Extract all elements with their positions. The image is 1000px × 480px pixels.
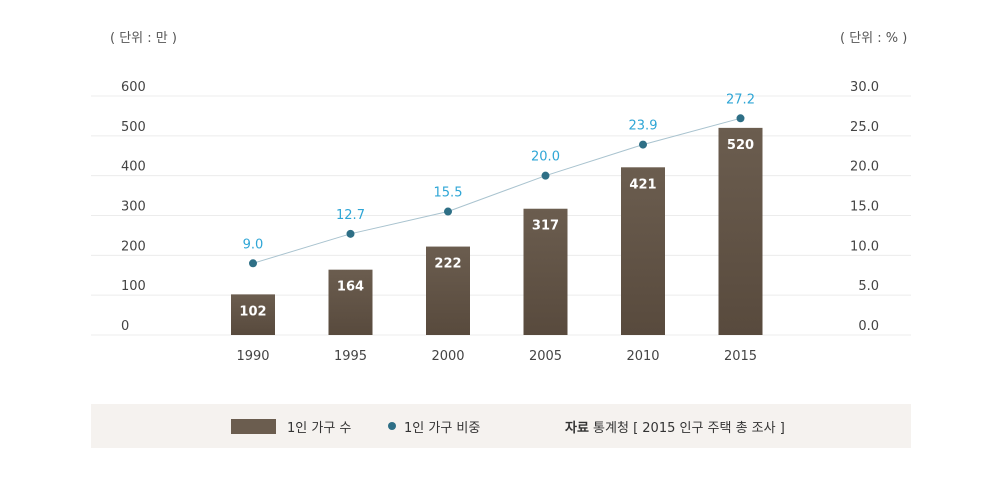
bar-value-label: 520 — [727, 138, 754, 153]
right-axis-unit-label: ( 단위 : % ) — [840, 31, 907, 46]
right-tick-label: 25.0 — [850, 120, 879, 135]
right-axis-ticks: 30.0 25.0 20.0 15.0 10.0 5.0 0.0 — [850, 80, 879, 334]
bar — [328, 269, 373, 335]
line-point — [346, 229, 355, 238]
point-value-label: 9.0 — [243, 237, 264, 252]
bar-value-label: 421 — [629, 177, 656, 192]
right-tick-label: 15.0 — [850, 200, 879, 215]
right-tick-label: 5.0 — [858, 279, 879, 294]
x-tick-label: 1995 — [334, 349, 367, 364]
right-tick-label: 10.0 — [850, 239, 879, 254]
x-tick-label: 1990 — [236, 349, 269, 364]
right-tick-label: 20.0 — [850, 160, 879, 175]
point-value-label: 27.2 — [726, 92, 755, 107]
right-tick-label: 0.0 — [858, 319, 879, 334]
point-value-label: 23.9 — [629, 119, 658, 134]
line-point — [444, 207, 452, 216]
line-point — [736, 114, 745, 123]
bar — [621, 167, 665, 335]
line-series: 9.0 12.7 15.5 20.0 23.9 27.2 — [243, 92, 755, 268]
x-tick-label: 2000 — [431, 349, 464, 364]
point-value-label: 20.0 — [531, 150, 560, 165]
bar-series: 102 164 222 317 421 520 — [231, 127, 763, 335]
x-tick-label: 2005 — [529, 349, 562, 364]
bar-value-label: 102 — [239, 304, 266, 319]
left-tick-label: 300 — [121, 200, 146, 215]
left-axis-ticks: 600 500 400 300 200 100 0 — [121, 80, 146, 334]
bar-value-label: 222 — [434, 257, 461, 272]
left-tick-label: 600 — [121, 80, 146, 95]
bar — [231, 294, 275, 335]
x-tick-label: 2010 — [626, 349, 659, 364]
line-point — [639, 140, 647, 149]
legend-bar-swatch — [231, 419, 276, 434]
left-tick-label: 200 — [121, 239, 146, 254]
source-prefix: 자료 — [565, 421, 589, 436]
left-axis-unit-label: ( 단위 : 만 ) — [110, 31, 177, 46]
bar-value-label: 164 — [337, 280, 364, 295]
legend-line-marker — [388, 422, 396, 430]
legend-line-label: 1인 가구 비중 — [404, 421, 481, 436]
bar — [523, 208, 568, 335]
source-note: 자료 통계청 [ 2015 인구 주택 총 조사 ] — [565, 417, 785, 436]
bar — [426, 246, 470, 335]
left-tick-label: 0 — [121, 319, 129, 334]
source-text: 통계청 [ 2015 인구 주택 총 조사 ] — [588, 421, 785, 436]
bar-value-label: 317 — [532, 219, 559, 234]
series-line — [252, 117, 741, 264]
legend-panel: 1인 가구 수 1인 가구 비중 자료 통계청 [ 2015 인구 주택 총 조… — [91, 404, 911, 448]
point-value-label: 12.7 — [336, 208, 365, 223]
line-point — [249, 259, 257, 268]
bar — [718, 127, 763, 335]
x-tick-label: 2015 — [724, 349, 757, 364]
left-tick-label: 500 — [121, 120, 146, 135]
right-tick-label: 30.0 — [850, 80, 879, 95]
line-point — [541, 171, 550, 180]
left-tick-label: 400 — [121, 160, 146, 175]
x-axis-ticks: 1990 1995 2000 2005 2010 2015 — [236, 349, 757, 364]
legend-bar-label: 1인 가구 수 — [287, 421, 352, 436]
point-value-label: 15.5 — [434, 186, 463, 201]
left-tick-label: 100 — [121, 279, 146, 294]
chart-area: ( 단위 : 만 ) ( 단위 : % ) 600 500 400 300 200 100… — [91, 31, 911, 364]
gridlines — [91, 95, 911, 336]
